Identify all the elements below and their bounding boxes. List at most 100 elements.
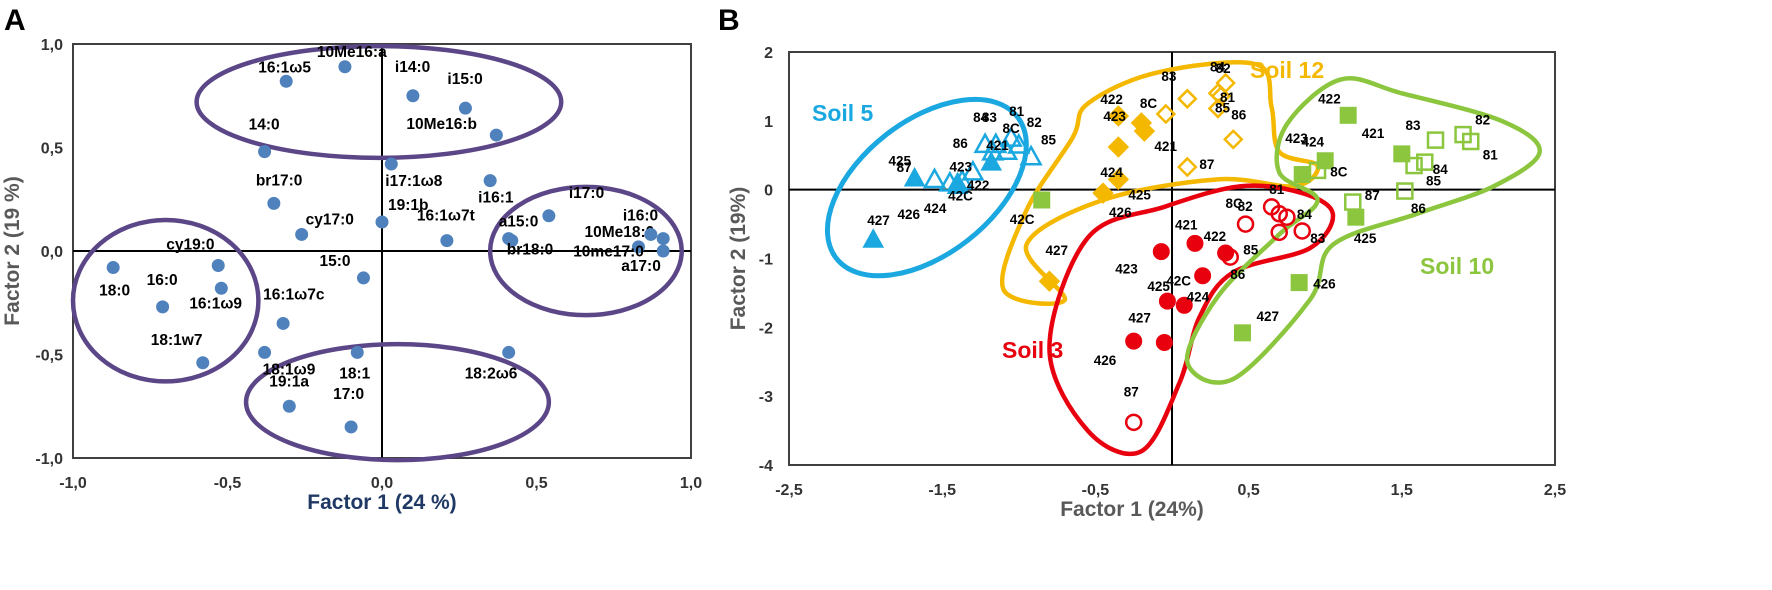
point-label: 16:1ω9 (189, 295, 242, 312)
point-label: 424 (1187, 290, 1210, 305)
data-point (489, 128, 503, 142)
x-tick-label: 1,5 (1391, 482, 1413, 499)
point-label: 16:1ω5 (258, 59, 311, 76)
point-label: 42C (1166, 273, 1191, 288)
point-label: i14:0 (395, 59, 430, 76)
point-label: 18:1w7 (151, 332, 203, 349)
data-point (350, 345, 364, 359)
point-label: 426 (1109, 205, 1132, 220)
data-point (1290, 274, 1308, 292)
point-label: 425 (1147, 279, 1170, 294)
data-point (542, 209, 556, 223)
point-label: 16:1ω7t (417, 208, 475, 225)
y-tick-label: -1 (759, 252, 773, 269)
point-label: br17:0 (256, 172, 303, 189)
data-point (1194, 267, 1212, 285)
group-label: Soil 5 (812, 100, 874, 126)
point-label: 426 (1094, 353, 1117, 368)
y-tick-label: 0 (764, 183, 773, 200)
y-tick-label: 0,0 (41, 244, 63, 261)
data-point (1177, 156, 1198, 178)
data-point (1233, 324, 1251, 342)
x-tick-label: -1,5 (928, 482, 956, 499)
data-point (1107, 136, 1130, 158)
data-point (384, 157, 398, 171)
point-label: 426 (1313, 277, 1336, 292)
data-point (1347, 208, 1365, 226)
data-point (282, 399, 296, 413)
data-point (440, 234, 454, 248)
data-point (1125, 332, 1143, 350)
point-label: 83 (1310, 231, 1326, 246)
data-point (1221, 248, 1239, 266)
point-label: 83 (1161, 69, 1177, 84)
data-point (1223, 129, 1244, 150)
point-label: 87 (1365, 188, 1380, 203)
point-label: 18:1ω9 (263, 361, 316, 378)
point-label: 81 (1483, 147, 1499, 162)
y-tick-label: 0,5 (41, 141, 63, 158)
point-label: 421 (1175, 217, 1198, 232)
point-label: 82 (1475, 113, 1490, 128)
data-point (375, 215, 389, 229)
data-point (1278, 208, 1296, 226)
data-point (1019, 144, 1043, 166)
point-label: 18:0 (99, 283, 130, 300)
cluster-ellipse (70, 217, 261, 384)
group-label: Soil 10 (1420, 253, 1494, 279)
point-label: 84 (973, 110, 989, 125)
point-label: 85 (1243, 242, 1259, 257)
point-label: 425 (889, 153, 912, 168)
data-point (1107, 105, 1130, 127)
point-label: 18:2ω6 (465, 365, 518, 382)
soil-outline (824, 96, 1029, 279)
data-point (338, 60, 352, 74)
y-tick-label: 2 (764, 45, 773, 62)
data-point (1416, 153, 1434, 171)
data-point (295, 227, 309, 241)
data-point (922, 167, 947, 189)
point-label: 83 (1406, 118, 1422, 133)
point-label: 10Me18:0 (584, 224, 654, 241)
point-label: 19:1b (388, 197, 429, 214)
point-label: i16:1 (478, 190, 514, 207)
x-tick-label: -0,5 (214, 475, 242, 492)
point-label: 84 (1210, 59, 1226, 74)
y-tick-label: 1 (764, 114, 773, 131)
point-label: 421 (986, 138, 1009, 153)
data-point (1124, 413, 1143, 432)
x-tick-label: -0,5 (1082, 482, 1110, 499)
data-point (1461, 132, 1480, 151)
point-label: 82 (1027, 115, 1042, 130)
data-point (999, 125, 1023, 147)
data-point (1186, 234, 1204, 252)
soil-outline (1047, 183, 1336, 457)
point-label: i17:0 (569, 185, 604, 202)
point-label: br18:0 (507, 242, 554, 259)
point-label: a15:0 (499, 214, 539, 231)
x-tick-label: 0,5 (1237, 482, 1259, 499)
y-tick-label: -3 (759, 389, 773, 406)
soil-outline (1184, 76, 1542, 385)
point-label: 422 (1100, 92, 1123, 107)
y-axis-title: Factor 2 (19%) (727, 187, 750, 331)
x-tick-label: 2,5 (1544, 482, 1566, 499)
point-label: 424 (1100, 165, 1123, 180)
data-point (862, 228, 885, 248)
point-label: 8C (1140, 96, 1158, 111)
x-tick-label: 0,5 (525, 475, 547, 492)
data-point (1293, 166, 1311, 184)
x-axis-title: Factor 1 (24 %) (307, 491, 456, 514)
point-label: 423 (1285, 131, 1308, 146)
data-point (1308, 161, 1327, 180)
point-label: 83 (982, 110, 998, 125)
point-label: 42C (1010, 212, 1035, 227)
point-label: 14:0 (249, 117, 280, 134)
point-label: 10Me16:b (406, 116, 477, 133)
data-point (1133, 120, 1156, 142)
point-label: 426 (898, 207, 921, 222)
data-point (1177, 88, 1198, 110)
data-point (1175, 296, 1193, 314)
data-point (981, 139, 1005, 161)
data-point (1038, 270, 1061, 292)
